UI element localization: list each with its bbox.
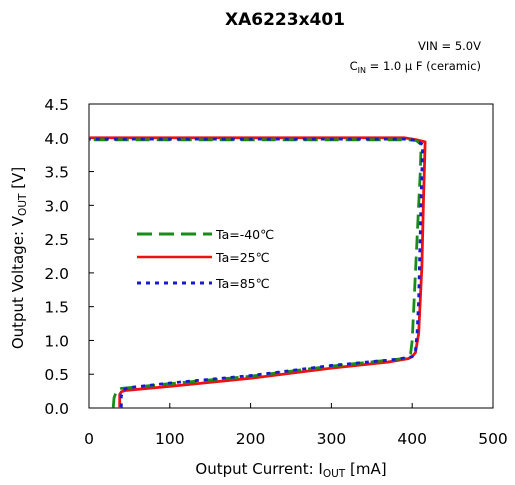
legend-label-ta-minus40: Ta=-40℃ bbox=[215, 227, 274, 242]
y-tick-label: 3.5 bbox=[44, 164, 69, 182]
x-axis-ticks: 0 100 200 300 400 500 bbox=[84, 403, 508, 448]
condition-vin: VIN = 5.0V bbox=[418, 39, 481, 53]
y-tick-label: 4.0 bbox=[44, 130, 69, 148]
series-layer bbox=[89, 136, 427, 408]
y-tick-label: 1.5 bbox=[44, 299, 69, 317]
y-tick-label: 0.0 bbox=[44, 400, 69, 418]
series-line-0 bbox=[89, 138, 423, 408]
y-tick-label: 1.0 bbox=[44, 332, 69, 350]
series-line-2 bbox=[89, 137, 425, 408]
legend: Ta=-40℃ Ta=25℃ Ta=85℃ bbox=[137, 227, 274, 291]
x-tick-label: 0 bbox=[84, 430, 94, 448]
x-tick-label: 300 bbox=[317, 430, 347, 448]
x-tick-label: 100 bbox=[155, 430, 185, 448]
y-tick-label: 0.5 bbox=[44, 366, 69, 384]
chart-title: XA6223x401 bbox=[225, 10, 345, 30]
x-tick-label: 500 bbox=[478, 430, 508, 448]
y-tick-label: 2.5 bbox=[44, 231, 69, 249]
condition-cin: CIN = 1.0 μ F (ceramic) bbox=[350, 59, 481, 75]
legend-label-ta-25: Ta=25℃ bbox=[215, 250, 270, 265]
y-tick-label: 3.0 bbox=[44, 197, 69, 215]
y-axis-label: Output Voltage: VOUT [V] bbox=[9, 167, 29, 349]
y-tick-label: 4.5 bbox=[44, 96, 69, 114]
series-line-1 bbox=[89, 136, 427, 408]
y-axis-ticks: 0.0 0.5 1.0 1.5 2.0 2.5 3.0 3.5 4.0 4.5 bbox=[44, 96, 94, 418]
legend-label-ta-85: Ta=85℃ bbox=[215, 276, 270, 291]
plot-area-frame bbox=[88, 103, 494, 409]
x-tick-label: 400 bbox=[397, 430, 427, 448]
y-tick-label: 2.0 bbox=[44, 265, 69, 283]
x-tick-label: 200 bbox=[236, 430, 266, 448]
x-axis-label: Output Current: IOUT [mA] bbox=[195, 460, 386, 480]
